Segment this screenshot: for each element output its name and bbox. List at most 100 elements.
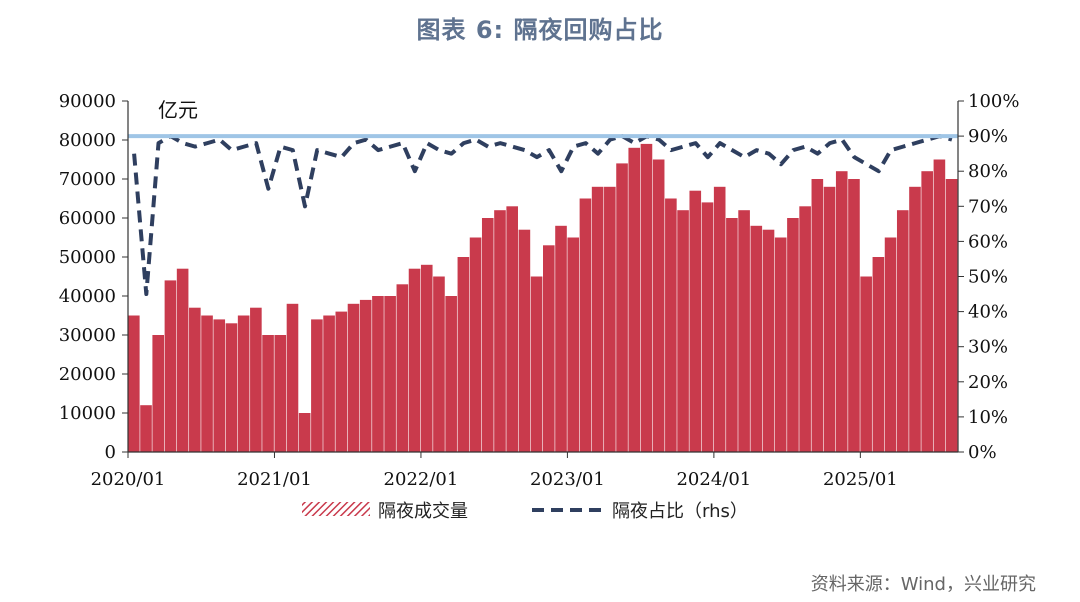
legend-label-bar: 隔夜成交量 [378, 501, 468, 522]
bar-2023-06 [628, 147, 641, 453]
bar-2020-09 [225, 323, 238, 452]
bar-2023-11 [689, 190, 702, 452]
right-tick-label: 60% [968, 231, 1008, 252]
bar-2024-12 [848, 179, 860, 452]
left-tick-label: 60000 [59, 208, 116, 229]
x-tick-label: 2021/01 [237, 469, 312, 490]
legend: 隔夜成交量 隔夜占比（rhs） [302, 501, 748, 522]
bar-2022-04 [457, 257, 470, 452]
bar-2020-03 [152, 335, 165, 452]
right-tick-label: 50% [968, 267, 1008, 288]
bar-2021-11 [396, 284, 409, 452]
bar-2024-03 [738, 210, 750, 452]
bar-2021-12 [408, 268, 421, 452]
x-tick-label: 2022/01 [384, 469, 459, 490]
bar-2021-06 [335, 311, 348, 452]
bar-2024-11 [835, 171, 848, 452]
right-tick-label: 10% [968, 407, 1008, 428]
bar-series-overnight-volume [128, 143, 958, 453]
bar-2024-05 [762, 229, 775, 452]
right-tick-label: 40% [968, 302, 1008, 323]
left-tick-label: 30000 [59, 325, 116, 346]
left-tick-label: 20000 [59, 364, 116, 385]
bar-2022-10 [530, 276, 543, 452]
bar-2024-08 [799, 206, 811, 452]
bar-2024-02 [726, 218, 738, 452]
bar-2023-05 [616, 163, 628, 452]
bar-2023-12 [701, 202, 714, 452]
left-tick-label: 0 [105, 442, 116, 463]
bar-2020-02 [140, 405, 152, 452]
left-tick-label: 90000 [59, 91, 116, 112]
source-note: 资料来源：Wind，兴业研究 [810, 574, 1036, 595]
bar-2021-08 [359, 299, 372, 452]
bar-2023-09 [665, 198, 677, 452]
bar-2023-10 [677, 210, 689, 452]
bar-2024-06 [774, 237, 787, 452]
bar-2024-07 [787, 218, 799, 452]
bar-2023-07 [640, 143, 653, 452]
bar-2024-01 [713, 186, 726, 453]
left-axis-unit-label: 亿元 [158, 98, 198, 122]
legend-label-line: 隔夜占比（rhs） [612, 501, 748, 522]
x-tick-label: 2020/01 [91, 469, 166, 490]
bar-2023-08 [652, 159, 665, 452]
bar-2022-02 [433, 276, 445, 452]
bar-2022-06 [481, 218, 494, 452]
bar-2025-01 [860, 276, 872, 452]
right-tick-label: 80% [968, 161, 1008, 182]
line-overnight-share [132, 134, 953, 297]
bar-2025-08 [945, 179, 958, 452]
right-tick-label: 90% [968, 126, 1008, 147]
x-tick-label: 2024/01 [676, 469, 751, 490]
right-tick-label: 100% [968, 91, 1019, 112]
right-tick-label: 30% [968, 337, 1008, 358]
bar-2020-08 [213, 319, 226, 452]
bar-2025-03 [884, 237, 897, 452]
bar-2024-09 [811, 179, 824, 452]
bar-2020-10 [237, 315, 250, 452]
right-tick-label: 70% [968, 196, 1008, 217]
bar-2025-06 [921, 171, 933, 452]
bar-2020-05 [176, 268, 189, 452]
bar-2021-03 [298, 413, 311, 452]
bar-2022-12 [555, 225, 567, 452]
bar-2020-06 [189, 307, 201, 452]
bar-2025-07 [933, 159, 946, 452]
bar-2021-10 [384, 296, 396, 452]
bar-2021-07 [347, 303, 360, 452]
right-tick-label: 20% [968, 372, 1008, 393]
right-tick-label: 0% [968, 442, 997, 463]
bar-2022-08 [506, 206, 518, 452]
bar-2020-04 [164, 280, 177, 452]
bar-2021-05 [323, 315, 335, 452]
bar-2020-01 [128, 315, 140, 452]
x-tick-label: 2025/01 [823, 469, 898, 490]
bar-2023-02 [579, 198, 592, 452]
bar-2021-09 [372, 296, 384, 452]
bar-2022-01 [420, 264, 433, 452]
bar-2023-01 [567, 237, 580, 452]
bar-2025-02 [872, 257, 885, 452]
bar-2022-11 [543, 245, 555, 452]
left-tick-label: 70000 [59, 169, 116, 190]
bar-2023-03 [591, 186, 604, 453]
legend-swatch-bar [302, 502, 370, 516]
bar-2021-02 [286, 303, 299, 452]
left-tick-label: 50000 [59, 247, 116, 268]
bar-2022-09 [518, 229, 531, 452]
bar-2020-11 [250, 307, 262, 452]
chart-title: 图表 6: 隔夜回购占比 [416, 16, 664, 44]
left-tick-label: 80000 [59, 130, 116, 151]
bar-2022-07 [494, 210, 506, 452]
bar-2021-01 [274, 335, 287, 452]
left-tick-label: 10000 [59, 403, 116, 424]
bar-2025-05 [909, 186, 921, 453]
bar-2024-04 [750, 225, 763, 452]
bar-2022-05 [469, 237, 482, 452]
axes: 0 10000 20000 30000 40000 50000 60000 70000 8000… [59, 91, 1020, 490]
bar-2022-03 [445, 296, 457, 452]
bar-2023-04 [604, 186, 616, 453]
bar-2020-12 [262, 335, 274, 452]
